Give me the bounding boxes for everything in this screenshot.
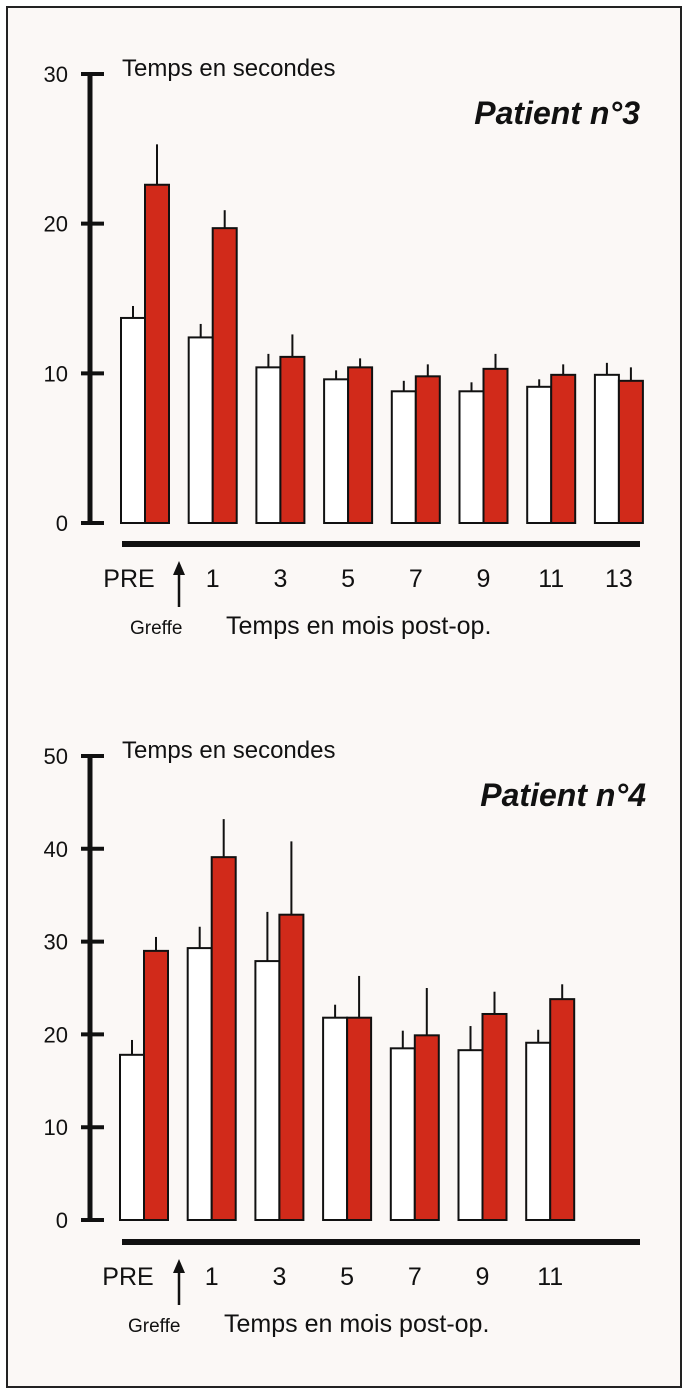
- x-tick-label: PRE: [103, 565, 154, 593]
- y-tick-label: 20: [44, 1022, 68, 1047]
- bar-filled: [347, 366, 374, 525]
- x-tick-label: 7: [408, 1263, 422, 1291]
- bar-filled: [211, 227, 238, 524]
- y-tick-label: 0: [56, 511, 68, 536]
- bar-open: [322, 1016, 349, 1221]
- bar-filled: [482, 367, 509, 524]
- x-axis-label: Temps en mois post-op.: [226, 612, 491, 640]
- bar-open: [525, 1041, 552, 1221]
- y-tick-label: 40: [44, 837, 68, 862]
- x-tick-label: 1: [205, 1263, 219, 1291]
- bar-filled: [210, 856, 237, 1221]
- bar-open: [593, 373, 620, 524]
- y-axis-label: Temps en secondes: [122, 55, 335, 82]
- x-tick-label: 9: [477, 565, 491, 593]
- bar-filled: [278, 913, 305, 1221]
- y-tick-label: 30: [44, 62, 68, 87]
- x-tick-label: 5: [340, 1263, 354, 1291]
- x-tick-label: 5: [341, 565, 355, 593]
- bar-open: [255, 366, 282, 525]
- x-tick-label: PRE: [102, 1263, 153, 1291]
- bar-open: [457, 1049, 484, 1222]
- bar-open: [186, 947, 213, 1221]
- chart-panel-patient-4: Temps en secondes Patient n°4 Greffe Tem…: [44, 737, 647, 1338]
- bar-open: [323, 378, 350, 524]
- chart-panel-patient-3: Temps en secondes Patient n°3 Greffe Tem…: [44, 55, 644, 640]
- y-tick-label: 0: [56, 1208, 68, 1233]
- graft-annotation: Greffe: [130, 618, 182, 639]
- bar-filled: [144, 183, 170, 524]
- x-tick-label: 3: [273, 565, 287, 593]
- graft-arrow-head: [173, 1259, 185, 1273]
- bar-open: [390, 390, 417, 524]
- bar-filled: [549, 998, 576, 1221]
- x-axis-label: Temps en mois post-op.: [224, 1310, 489, 1338]
- bar-filled: [143, 949, 169, 1221]
- x-tick-label: 9: [476, 1263, 490, 1291]
- bar-filled: [617, 379, 644, 525]
- bar-open: [187, 336, 214, 524]
- x-tick-label: 13: [605, 565, 633, 593]
- bar-filled: [279, 355, 306, 524]
- y-tick-label: 20: [44, 212, 68, 237]
- y-axis-label: Temps en secondes: [122, 737, 335, 764]
- chart-title: Patient n°3: [474, 95, 640, 131]
- bar-open: [458, 390, 485, 524]
- bar-open: [120, 316, 146, 524]
- bar-filled: [413, 1034, 440, 1221]
- y-tick-label: 10: [44, 1115, 68, 1140]
- bar-open: [389, 1047, 416, 1221]
- x-tick-label: 1: [206, 565, 220, 593]
- y-tick-label: 30: [44, 930, 68, 955]
- bar-filled: [346, 1016, 373, 1221]
- bar-open: [526, 385, 553, 525]
- graft-arrow-head: [173, 561, 185, 575]
- y-tick-label: 50: [44, 744, 68, 769]
- x-tick-label: 7: [409, 565, 423, 593]
- x-tick-label: 11: [538, 565, 564, 593]
- x-tick-label: 11: [537, 1263, 563, 1291]
- y-tick-label: 10: [44, 361, 68, 386]
- bar-filled: [550, 373, 577, 524]
- graft-annotation: Greffe: [128, 1316, 180, 1337]
- bar-filled: [414, 375, 441, 524]
- bar-open: [119, 1053, 145, 1222]
- x-tick-label: 3: [272, 1263, 286, 1291]
- bar-filled: [481, 1012, 508, 1222]
- bar-open: [254, 960, 281, 1221]
- chart-title: Patient n°4: [480, 777, 646, 813]
